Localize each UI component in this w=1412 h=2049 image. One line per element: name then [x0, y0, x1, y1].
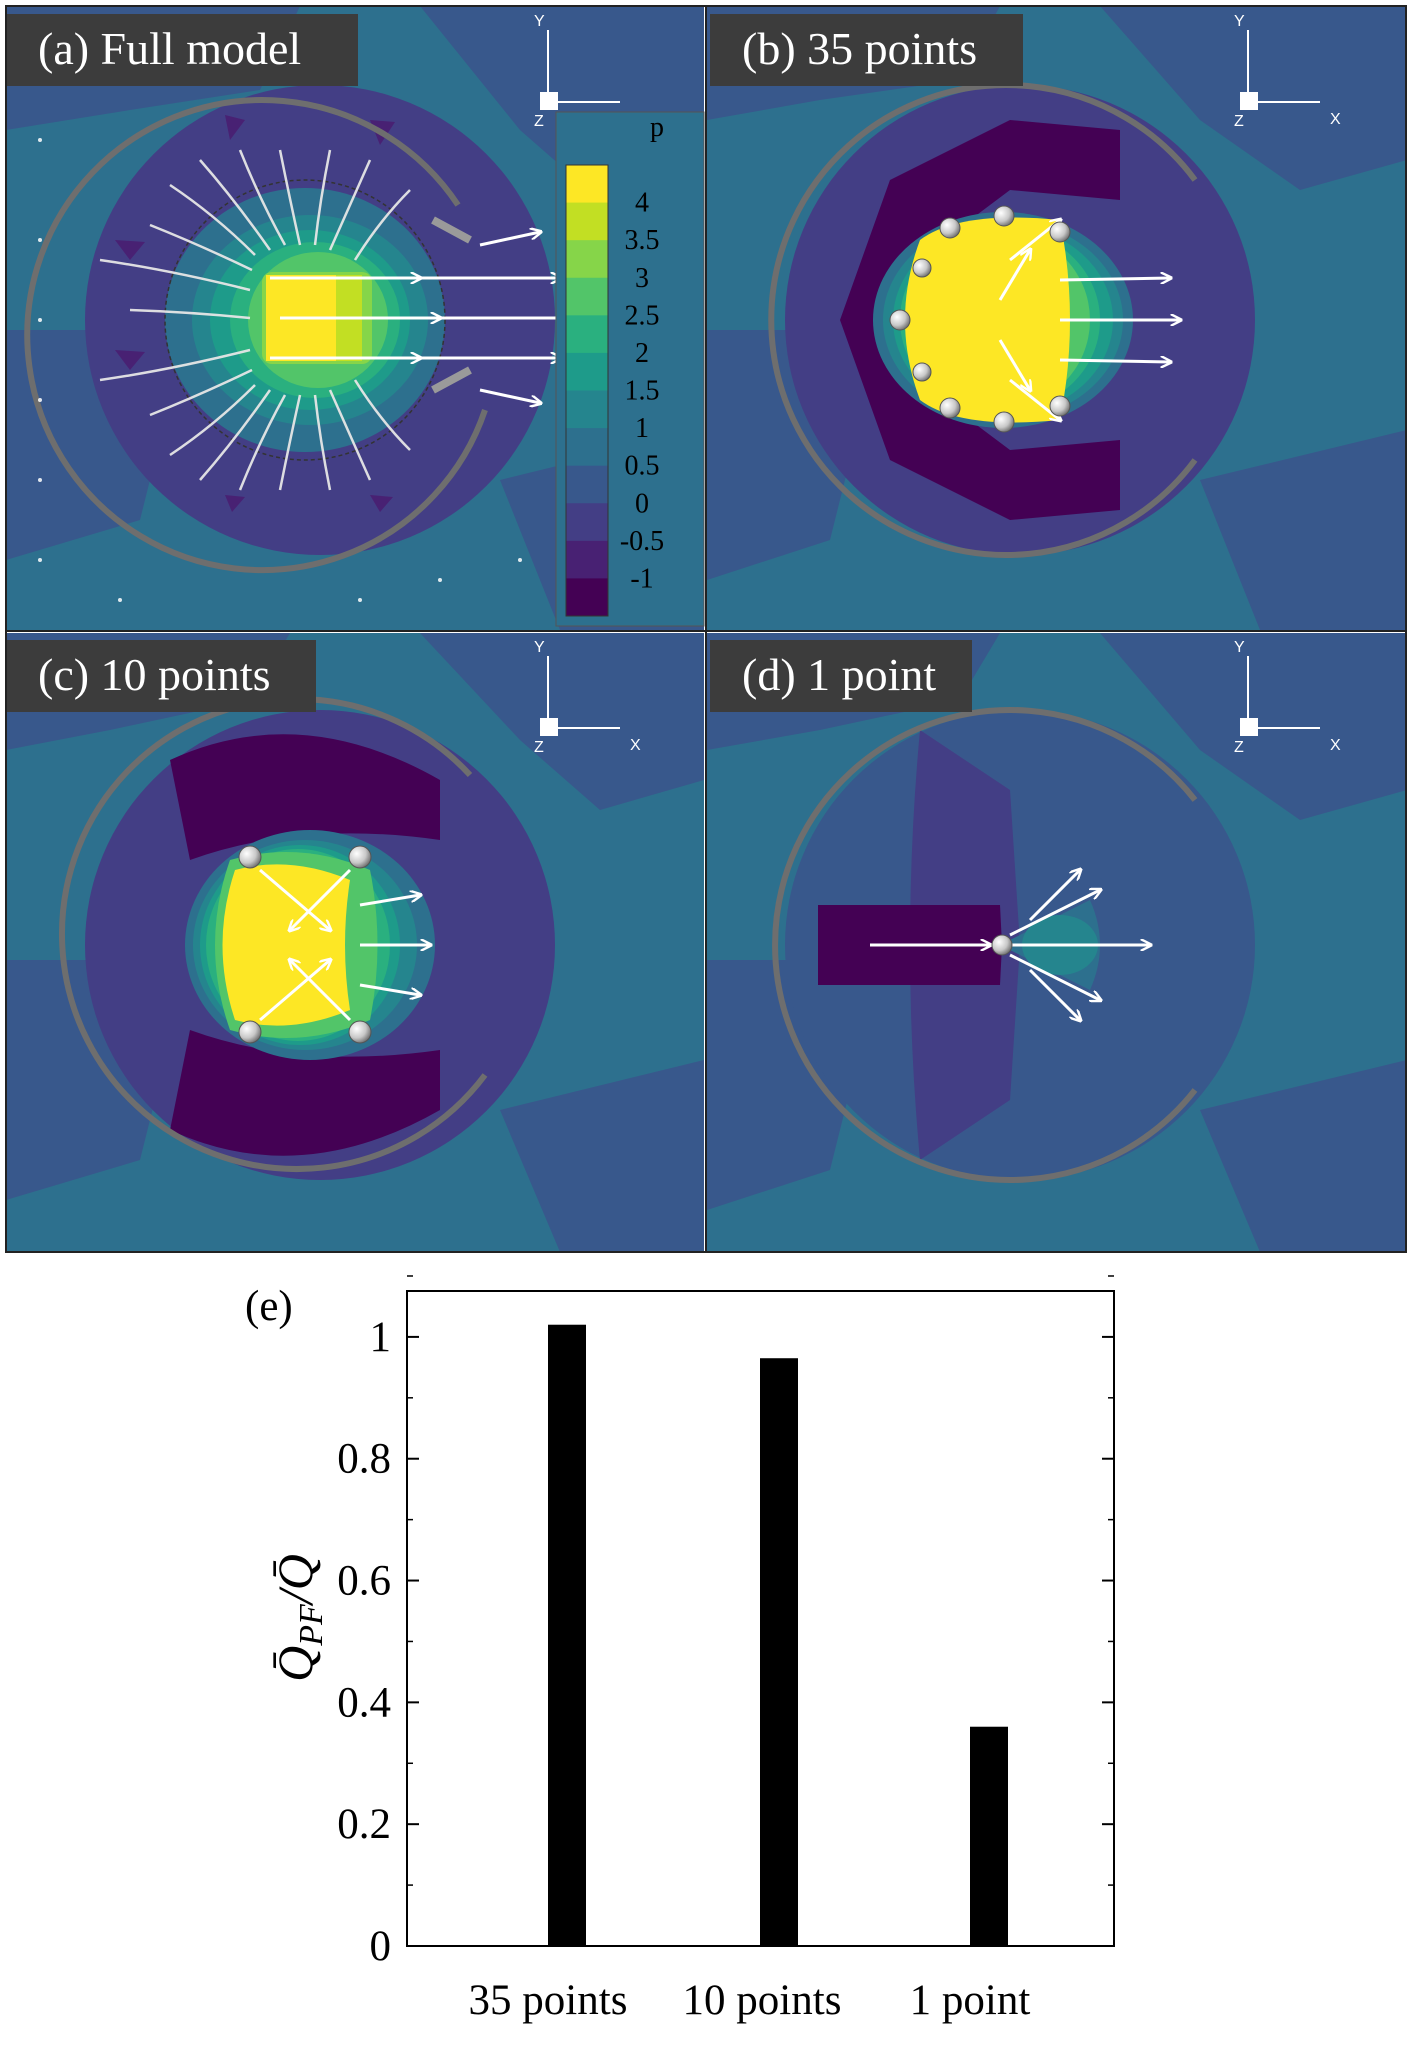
axis-x-label: X [630, 737, 641, 754]
colorbar-swatch [566, 240, 608, 279]
axis-z-label: Z [534, 739, 544, 756]
bar-3 [970, 1726, 1008, 1946]
axis-z-label: Z [534, 113, 544, 130]
axis-x-label: X [1330, 737, 1341, 754]
panel-d-label: (d) 1 point [742, 649, 936, 700]
axis-triad-b: Y X Z [1234, 13, 1341, 130]
colorbar-tick-label: 1.5 [625, 376, 660, 407]
colorbar-swatch [566, 503, 608, 542]
panel-a-label: (a) Full model [38, 23, 301, 74]
chart-panel-label: (e) [245, 1283, 293, 1330]
panel-b-label-bg [710, 14, 1023, 86]
colorbar-tick-label: 2 [635, 338, 649, 369]
colorbar-swatch [566, 352, 608, 391]
panel-b-label: (b) 35 points [742, 23, 977, 74]
colorbar-tick-label: 3.5 [625, 225, 660, 256]
x-tick-label: 35 points [469, 1977, 628, 2024]
colorbar-swatch [566, 202, 608, 241]
panel-d: (d) 1 point Y X Z [707, 633, 1407, 1252]
colorbar-tick-label: -0.5 [620, 526, 664, 557]
colorbar-swatch [566, 315, 608, 354]
panel-c: (c) 10 points Y X Z [6, 633, 704, 1252]
y-tick-label: 0.8 [337, 1436, 391, 1483]
bar-chart: (e) 0 0.2 0.4 0.6 0.8 1 35 points 10 points 1 p… [245, 1275, 1115, 2024]
axis-y-label: Y [534, 639, 545, 656]
panel-b: (b) 35 points Y X Z [707, 6, 1407, 630]
panel-c-label: (c) 10 points [38, 649, 271, 700]
colorbar-swatch [566, 390, 608, 429]
colorbar-tick-label: 2.5 [625, 300, 660, 331]
colorbar-title: p [650, 112, 664, 143]
y-tick-label: 1 [370, 1314, 392, 1361]
colorbar: p 4 3.5 3 2.5 2 1.5 1 0.5 0 -0.5 -1 [555, 111, 705, 627]
y-axis-title-sub: PF [293, 1603, 330, 1647]
panel-a-label-bg [6, 14, 358, 86]
bar-2 [760, 1358, 798, 1946]
y-tick-label: 0 [370, 1923, 392, 1970]
y-tick-label: 0.4 [337, 1679, 391, 1726]
axis-x-label: X [1330, 111, 1341, 128]
colorbar-tick-label: 1 [635, 413, 649, 444]
panel-d-label-bg [710, 640, 972, 712]
axis-y-label: Y [1234, 13, 1245, 30]
axis-z-label: Z [1234, 739, 1244, 756]
x-tick-label: 1 point [910, 1977, 1031, 2024]
panel-a: (a) Full model Y X Z p 4 3.5 3 2.5 2 1.5 1 0.5 0… [6, 6, 705, 630]
bar-1 [548, 1324, 586, 1946]
axis-y-label: Y [1234, 639, 1245, 656]
axis-y-label: Y [534, 13, 545, 30]
colorbar-tick-label: 4 [635, 188, 649, 219]
colorbar-swatch [566, 540, 608, 579]
axis-triad-c: Y X Z [534, 639, 641, 756]
colorbar-tick-label: 0 [635, 488, 649, 519]
panel-c-label-bg [6, 640, 316, 712]
axis-triad-a: Y X Z [534, 13, 641, 130]
colorbar-swatch [566, 277, 608, 316]
y-tick-label: 0.2 [337, 1801, 391, 1848]
y-axis-title: Q̄PF/Q̄ [267, 1554, 330, 1682]
colorbar-swatch [566, 465, 608, 504]
colorbar-swatch [566, 428, 608, 467]
colorbar-swatch [566, 578, 608, 617]
axis-triad-d: Y X Z [1234, 639, 1341, 756]
colorbar-swatch [566, 165, 608, 204]
x-tick-label: 10 points [683, 1977, 842, 2024]
y-axis-title-den: /Q̄ [267, 1554, 323, 1607]
colorbar-tick-label: -1 [630, 563, 653, 594]
y-axis-title-main: Q̄ [267, 1646, 323, 1682]
y-tick-label: 0.6 [337, 1558, 391, 1605]
colorbar-tick-label: 0.5 [625, 451, 660, 482]
axis-z-label: Z [1234, 113, 1244, 130]
colorbar-tick-label: 3 [635, 263, 649, 294]
